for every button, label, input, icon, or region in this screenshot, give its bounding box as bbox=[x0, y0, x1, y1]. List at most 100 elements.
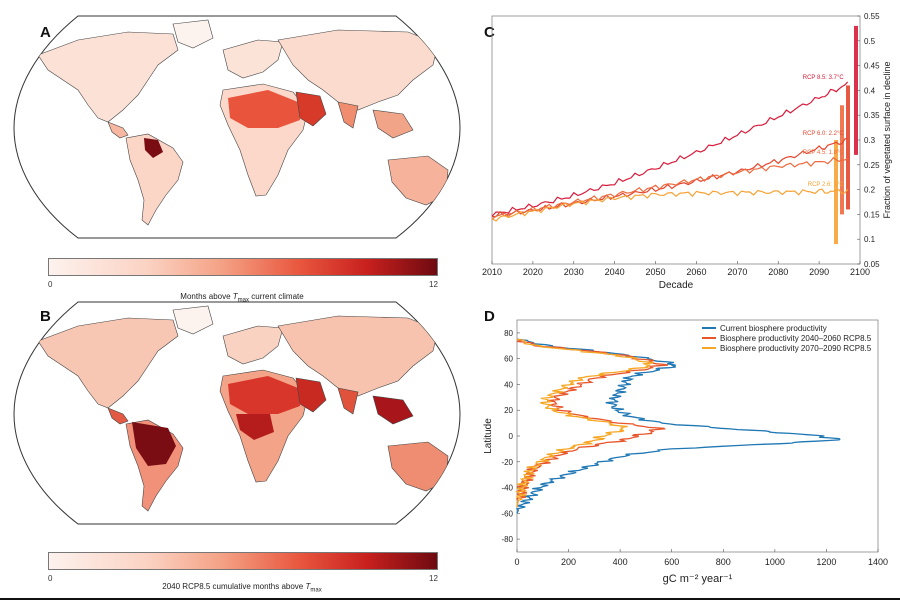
colorbar-b-label-sub: max bbox=[310, 587, 322, 594]
chart-c-y-tick-label: 0.35 bbox=[864, 111, 880, 120]
colorbar-b-label-var: T bbox=[305, 582, 311, 591]
chart-c-y-tick-label: 0.5 bbox=[864, 37, 876, 46]
chart-c-x-tick-label: 2040 bbox=[605, 267, 625, 277]
chart-c-line-rcp-4-5-1-8-c bbox=[491, 156, 849, 220]
chart-c-line-rcp-8-5-3-7-c bbox=[491, 81, 849, 217]
colorbar-a-label-var: T bbox=[232, 292, 238, 301]
colorbar-a-gradient bbox=[48, 258, 438, 276]
chart-d-line-biosphere-productivity-2070-2090-rcp8-5 bbox=[514, 338, 654, 508]
chart-d-legend-label-biosphere-productivity-2040-2060-rcp8-5: Biosphere productivity 2040–2060 RCP8.5 bbox=[720, 334, 872, 343]
chart-c-y-tick-label: 0.25 bbox=[864, 161, 880, 170]
map-b-amazon-hotspot bbox=[132, 422, 176, 466]
chart-c-range-bar-rcp-6-0-2-2-c bbox=[846, 85, 850, 210]
colorbar-a-label: Months above Tmax current climate bbox=[48, 292, 436, 304]
chart-c-series-label-rcp-2-6-1-c: RCP 2.6: 1°C bbox=[808, 182, 845, 188]
map-a-india bbox=[337, 101, 359, 129]
chart-c-x-tick-label: 2070 bbox=[727, 267, 747, 277]
chart-c-series-label-rcp-8-5-3-7-c: RCP 8.5: 3.7°C bbox=[803, 75, 845, 81]
map-b-india bbox=[337, 387, 359, 415]
map-b-se-asia bbox=[372, 395, 414, 425]
colorbar-a-label-post: current climate bbox=[249, 292, 304, 301]
map-a-asia bbox=[277, 29, 439, 111]
chart-c-x-tick-label: 2010 bbox=[482, 267, 502, 277]
colorbar-b-max: 12 bbox=[429, 574, 438, 583]
chart-d-productivity-by-latitude: 0 200 400 600 800 1000 1200 1400806040200-20-40… bbox=[483, 319, 888, 585]
chart-c-x-tick-label: 2090 bbox=[809, 267, 829, 277]
chart-d-y-tick-label: -40 bbox=[501, 484, 513, 493]
chart-d-y-tick-label: 60 bbox=[504, 355, 513, 364]
chart-c-y-tick-label: 0.3 bbox=[864, 136, 876, 145]
map-2040-rcp85 bbox=[8, 296, 466, 528]
chart-c-y-tick-label: 0.15 bbox=[864, 210, 880, 219]
chart-d-y-tick-label: -80 bbox=[501, 535, 513, 544]
map-b-greenland bbox=[172, 305, 214, 335]
colorbar-a-label-sub: max bbox=[237, 297, 250, 304]
chart-d-y-axis-label: Latitude bbox=[483, 418, 494, 454]
chart-c-y-tick-label: 0.55 bbox=[864, 12, 880, 21]
colorbar-b-label-pre: 2040 RCP8.5 cumulative months above bbox=[162, 582, 306, 591]
map-b-sahara bbox=[228, 376, 300, 414]
chart-c-y-tick-label: 0.4 bbox=[864, 86, 876, 95]
chart-c-x-tick-label: 2060 bbox=[686, 267, 706, 277]
chart-d-legend-label-biosphere-productivity-2070-2090-rcp8-5: Biosphere productivity 2070–2090 RCP8.5 bbox=[720, 344, 872, 353]
map-a-svg bbox=[13, 15, 461, 239]
map-b-europe bbox=[222, 325, 284, 365]
chart-d-x-tick-label: 200 bbox=[561, 557, 576, 567]
chart-d-y-tick-label: 0 bbox=[509, 432, 514, 441]
colorbar-b-gradient bbox=[48, 552, 438, 570]
map-a-north-america bbox=[37, 31, 179, 123]
colorbar-b-min: 0 bbox=[48, 574, 53, 583]
map-a-central-america bbox=[107, 121, 129, 139]
panel-letter-c: C bbox=[484, 24, 495, 41]
chart-d-legend-label-current-biosphere-productivity: Current biosphere productivity bbox=[720, 324, 827, 333]
chart-c-line-rcp-2-6-1-c bbox=[491, 188, 849, 222]
colorbar-b: 0 12 2040 RCP8.5 cumulative months above… bbox=[48, 552, 440, 598]
chart-c-series-label-rcp-6-0-2-2-c: RCP 6.0: 2.2°C bbox=[803, 131, 845, 137]
map-a-south-america bbox=[125, 133, 184, 226]
chart-d-y-tick-label: -20 bbox=[501, 458, 513, 467]
map-b-north-america bbox=[37, 317, 179, 409]
chart-c-y-tick-label: 0.05 bbox=[864, 260, 880, 269]
panel-letter-d: D bbox=[484, 308, 495, 325]
chart-d-x-tick-label: 400 bbox=[613, 557, 628, 567]
chart-d-x-tick-label: 1000 bbox=[765, 557, 785, 567]
chart-c-range-bar-rcp-2-6-1-c bbox=[834, 140, 838, 245]
colorbar-a-max: 12 bbox=[429, 280, 438, 289]
chart-d-y-tick-label: 20 bbox=[504, 406, 513, 415]
map-a-amazon-hotspot bbox=[144, 138, 163, 158]
chart-d-y-tick-label: -60 bbox=[501, 509, 513, 518]
chart-c-x-tick-label: 2020 bbox=[523, 267, 543, 277]
colorbar-a: 0 12 Months above Tmax current climate bbox=[48, 258, 440, 304]
chart-c-y-tick-label: 0.45 bbox=[864, 62, 880, 71]
panel-letter-a: A bbox=[40, 24, 51, 41]
map-b-central-africa bbox=[236, 414, 274, 440]
map-a-greenland bbox=[172, 19, 214, 49]
colorbar-a-min: 0 bbox=[48, 280, 53, 289]
map-current-climate bbox=[8, 10, 466, 242]
chart-d-line-biosphere-productivity-2040-2060-rcp8-5 bbox=[516, 338, 669, 508]
map-b-central-america bbox=[107, 407, 129, 425]
colorbar-b-label: 2040 RCP8.5 cumulative months above Tmax bbox=[48, 582, 436, 594]
colorbar-a-label-pre: Months above bbox=[180, 292, 233, 301]
map-a-arabia bbox=[295, 91, 327, 127]
map-b-svg bbox=[13, 301, 461, 525]
chart-d-y-tick-label: 80 bbox=[504, 329, 513, 338]
chart-c-y-axis-label: Fraction of vegetated surface in decline bbox=[882, 61, 892, 218]
chart-c-plot-frame bbox=[491, 15, 861, 265]
map-b-asia bbox=[277, 315, 439, 397]
chart-d-x-tick-label: 0 bbox=[514, 557, 519, 567]
chart-c-y-tick-label: 0.1 bbox=[864, 235, 876, 244]
chart-c-x-axis-label: Decade bbox=[659, 280, 694, 291]
panel-letter-b: B bbox=[40, 308, 51, 325]
chart-c-vegetated-decline: 2010 2020 2030 2040 2050 2060 2070 2080 2090 2100… bbox=[482, 12, 892, 291]
chart-c-x-tick-label: 2100 bbox=[850, 267, 870, 277]
chart-c-x-tick-label: 2050 bbox=[646, 267, 666, 277]
chart-d-x-axis-label: gC m⁻² year⁻¹ bbox=[663, 573, 733, 585]
chart-d-x-tick-label: 1400 bbox=[868, 557, 888, 567]
chart-c-range-bar-rcp-8-5-3-7-c bbox=[854, 25, 858, 155]
chart-d-x-tick-label: 800 bbox=[716, 557, 731, 567]
chart-d-line-current-biosphere-productivity bbox=[515, 338, 841, 514]
chart-d-x-tick-label: 1200 bbox=[816, 557, 836, 567]
chart-d-x-tick-label: 600 bbox=[664, 557, 679, 567]
chart-c-x-tick-label: 2030 bbox=[564, 267, 584, 277]
